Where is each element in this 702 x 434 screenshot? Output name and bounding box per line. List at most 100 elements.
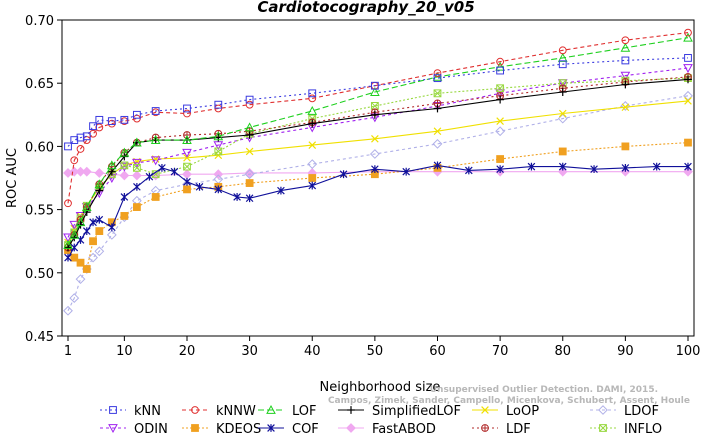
data-point-simplifiedlof xyxy=(245,131,254,139)
data-point-kdeos xyxy=(132,203,141,211)
data-point-lof xyxy=(150,135,161,144)
data-point-cof xyxy=(70,243,79,252)
data-point-simplifiedlof xyxy=(621,80,630,89)
data-point-loop xyxy=(433,127,442,136)
plot-area xyxy=(63,28,693,316)
data-point-knnw xyxy=(70,156,79,165)
legend-marker-cof xyxy=(267,424,275,432)
data-point-simplifiedlof xyxy=(308,119,317,128)
data-point-lof xyxy=(370,86,380,96)
data-point-cof xyxy=(82,227,91,235)
x-tick-label: 90 xyxy=(617,344,634,359)
data-point-cof xyxy=(89,218,97,227)
data-point-cof xyxy=(339,170,348,179)
data-point-knnw xyxy=(183,109,191,118)
data-point-cof xyxy=(464,166,473,175)
data-point-inflo xyxy=(132,163,141,172)
data-point-knn xyxy=(214,100,223,109)
legend-label-simplifiedlof: SimplifiedLOF xyxy=(372,404,461,419)
data-point-fastabod xyxy=(244,168,255,178)
legend-label-lof: LOF xyxy=(292,404,317,419)
x-tick-label: 80 xyxy=(554,344,571,359)
legend-marker-lof xyxy=(266,404,276,414)
data-point-ldof xyxy=(557,113,568,124)
y-tick-label: 0.50 xyxy=(25,267,54,282)
y-tick-label: 0.65 xyxy=(25,77,54,92)
data-point-knn xyxy=(308,89,317,98)
data-point-knn xyxy=(64,142,72,151)
legend-label-knn: kNN xyxy=(134,404,161,419)
data-point-knn xyxy=(621,56,630,65)
data-point-knn xyxy=(107,117,116,126)
data-point-simplifiedlof xyxy=(684,75,692,84)
data-point-cof xyxy=(133,182,141,191)
legend-marker-ldof xyxy=(598,405,608,415)
data-point-loop xyxy=(245,147,254,156)
legend-item-simplifiedlof: SimplifiedLOF xyxy=(338,404,461,419)
x-tick-label: 70 xyxy=(492,344,509,359)
data-point-knnw xyxy=(95,123,104,132)
data-point-odin xyxy=(150,156,161,166)
legend-label-ldf: LDF xyxy=(506,422,531,434)
data-point-ldof xyxy=(307,159,318,170)
data-point-knn xyxy=(684,54,692,62)
data-point-fastabod xyxy=(94,168,105,178)
data-point-knn xyxy=(496,66,505,75)
data-point-cof xyxy=(183,177,191,186)
data-point-knnw xyxy=(89,129,97,138)
data-point-odin xyxy=(620,71,631,81)
data-point-loop xyxy=(183,153,191,162)
data-point-inflo xyxy=(120,161,129,170)
data-point-cof xyxy=(158,163,166,172)
data-point-knnw xyxy=(684,28,692,37)
data-point-cof xyxy=(233,193,241,201)
data-point-kdeos xyxy=(245,179,254,187)
series-lof xyxy=(63,32,693,249)
data-point-ldof xyxy=(63,305,73,316)
legend: kNN kNNW LOF SimplifiedLOF LoOP LDOF ODIN KDEOS… xyxy=(100,404,662,434)
y-tick-label: 0.70 xyxy=(25,14,54,29)
x-tick-label: 10 xyxy=(116,344,133,359)
data-point-knnw xyxy=(558,46,567,55)
data-point-kdeos xyxy=(76,258,85,267)
data-point-cof xyxy=(496,165,504,174)
data-point-inflo xyxy=(183,162,191,171)
data-point-kdeos xyxy=(95,227,104,235)
data-point-odin xyxy=(69,220,80,230)
data-point-lof xyxy=(213,131,224,141)
legend-marker-odin xyxy=(108,424,118,434)
data-point-cof xyxy=(245,194,254,203)
legend-item-knn: kNN xyxy=(100,404,161,419)
legend-label-kdeos: KDEOS xyxy=(216,422,261,434)
data-point-knn xyxy=(95,115,104,124)
data-point-knn xyxy=(433,74,442,83)
data-point-ldof xyxy=(75,274,86,285)
data-point-cof xyxy=(120,193,129,201)
y-axis-label: ROC AUC xyxy=(5,148,20,208)
data-point-cof xyxy=(214,185,223,194)
data-point-loop xyxy=(371,134,379,143)
data-point-knn xyxy=(132,110,141,119)
series-line-knn xyxy=(67,57,689,147)
data-point-cof xyxy=(590,165,598,174)
legend-marker-simplifiedlof xyxy=(347,406,355,414)
data-point-lof xyxy=(75,217,86,227)
data-point-loop xyxy=(496,117,504,125)
legend-label-knnw: kNNW xyxy=(216,404,256,419)
y-tick-label: 0.55 xyxy=(25,204,54,219)
legend-item-ldof: LDOF xyxy=(590,404,659,419)
data-point-kdeos xyxy=(496,155,505,163)
data-point-knnw xyxy=(433,69,442,77)
data-point-loop xyxy=(308,141,317,149)
data-point-lof xyxy=(69,229,80,239)
y-axis: 0.45 0.50 0.55 0.60 0.65 0.70 xyxy=(25,14,62,345)
data-point-knnw xyxy=(621,36,630,45)
data-point-kdeos xyxy=(89,237,97,246)
data-point-knn xyxy=(82,132,91,141)
data-point-ldof xyxy=(94,246,105,257)
data-point-cof xyxy=(64,253,72,262)
x-axis-label: Neighborhood size xyxy=(320,380,441,395)
data-point-lof xyxy=(620,42,631,52)
data-point-kdeos xyxy=(120,212,129,220)
data-point-lof xyxy=(307,105,318,115)
